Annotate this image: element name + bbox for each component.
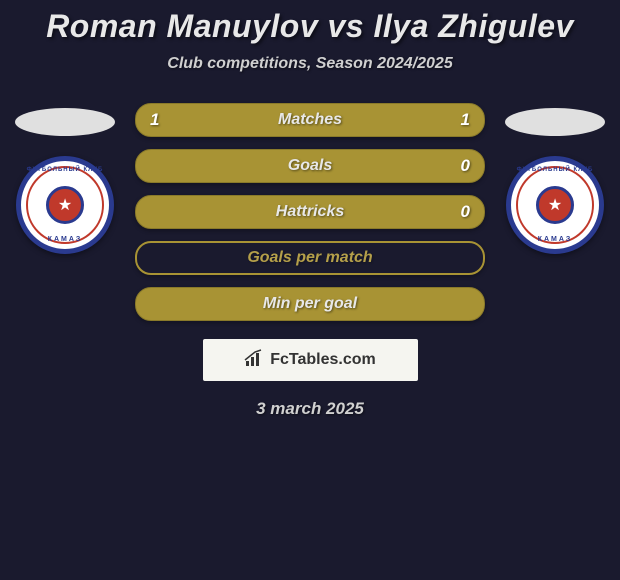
stat-left-value: 1 (150, 110, 159, 130)
date-text: 3 march 2025 (0, 399, 620, 419)
stat-label: Matches (278, 111, 342, 129)
stat-bar-matches: 1 Matches 1 (135, 103, 485, 137)
comparison-area: ФУТБОЛЬНЫЙ КЛУБ ★ КАМАЗ 1 Matches 1 Goal… (0, 103, 620, 321)
chart-icon (244, 349, 264, 372)
stat-label: Goals per match (247, 249, 372, 267)
club-badge-left: ФУТБОЛЬНЫЙ КЛУБ ★ КАМАЗ (16, 156, 114, 254)
club-text-top-right: ФУТБОЛЬНЫЙ КЛУБ (517, 167, 594, 173)
club-badge-right: ФУТБОЛЬНЫЙ КЛУБ ★ КАМАЗ (506, 156, 604, 254)
subtitle: Club competitions, Season 2024/2025 (0, 55, 620, 73)
page-title: Roman Manuylov vs Ilya Zhigulev (0, 8, 620, 45)
stat-bar-goals-per-match: Goals per match (135, 241, 485, 275)
star-icon: ★ (58, 195, 72, 215)
club-text-bottom-left: КАМАЗ (48, 236, 83, 243)
watermark-text: FcTables.com (270, 351, 376, 369)
stat-label: Min per goal (263, 295, 357, 313)
stat-right-value: 1 (461, 110, 470, 130)
player-right-avatar (505, 108, 605, 136)
stat-right-value: 0 (461, 156, 470, 176)
player-right-column: ФУТБОЛЬНЫЙ КЛУБ ★ КАМАЗ (500, 103, 610, 254)
stats-column: 1 Matches 1 Goals 0 Hattricks 0 Goals pe… (135, 103, 485, 321)
player-left-avatar (15, 108, 115, 136)
player-left-column: ФУТБОЛЬНЫЙ КЛУБ ★ КАМАЗ (10, 103, 120, 254)
club-center-left: ★ (46, 186, 84, 224)
club-text-bottom-right: КАМАЗ (538, 236, 573, 243)
stat-right-value: 0 (461, 202, 470, 222)
club-center-right: ★ (536, 186, 574, 224)
watermark: FcTables.com (203, 339, 418, 381)
club-text-top-left: ФУТБОЛЬНЫЙ КЛУБ (27, 167, 104, 173)
stat-label: Hattricks (276, 203, 344, 221)
stat-bar-hattricks: Hattricks 0 (135, 195, 485, 229)
stat-bar-goals: Goals 0 (135, 149, 485, 183)
star-icon: ★ (548, 195, 562, 215)
stat-label: Goals (288, 157, 332, 175)
main-container: Roman Manuylov vs Ilya Zhigulev Club com… (0, 0, 620, 427)
stat-bar-min-per-goal: Min per goal (135, 287, 485, 321)
